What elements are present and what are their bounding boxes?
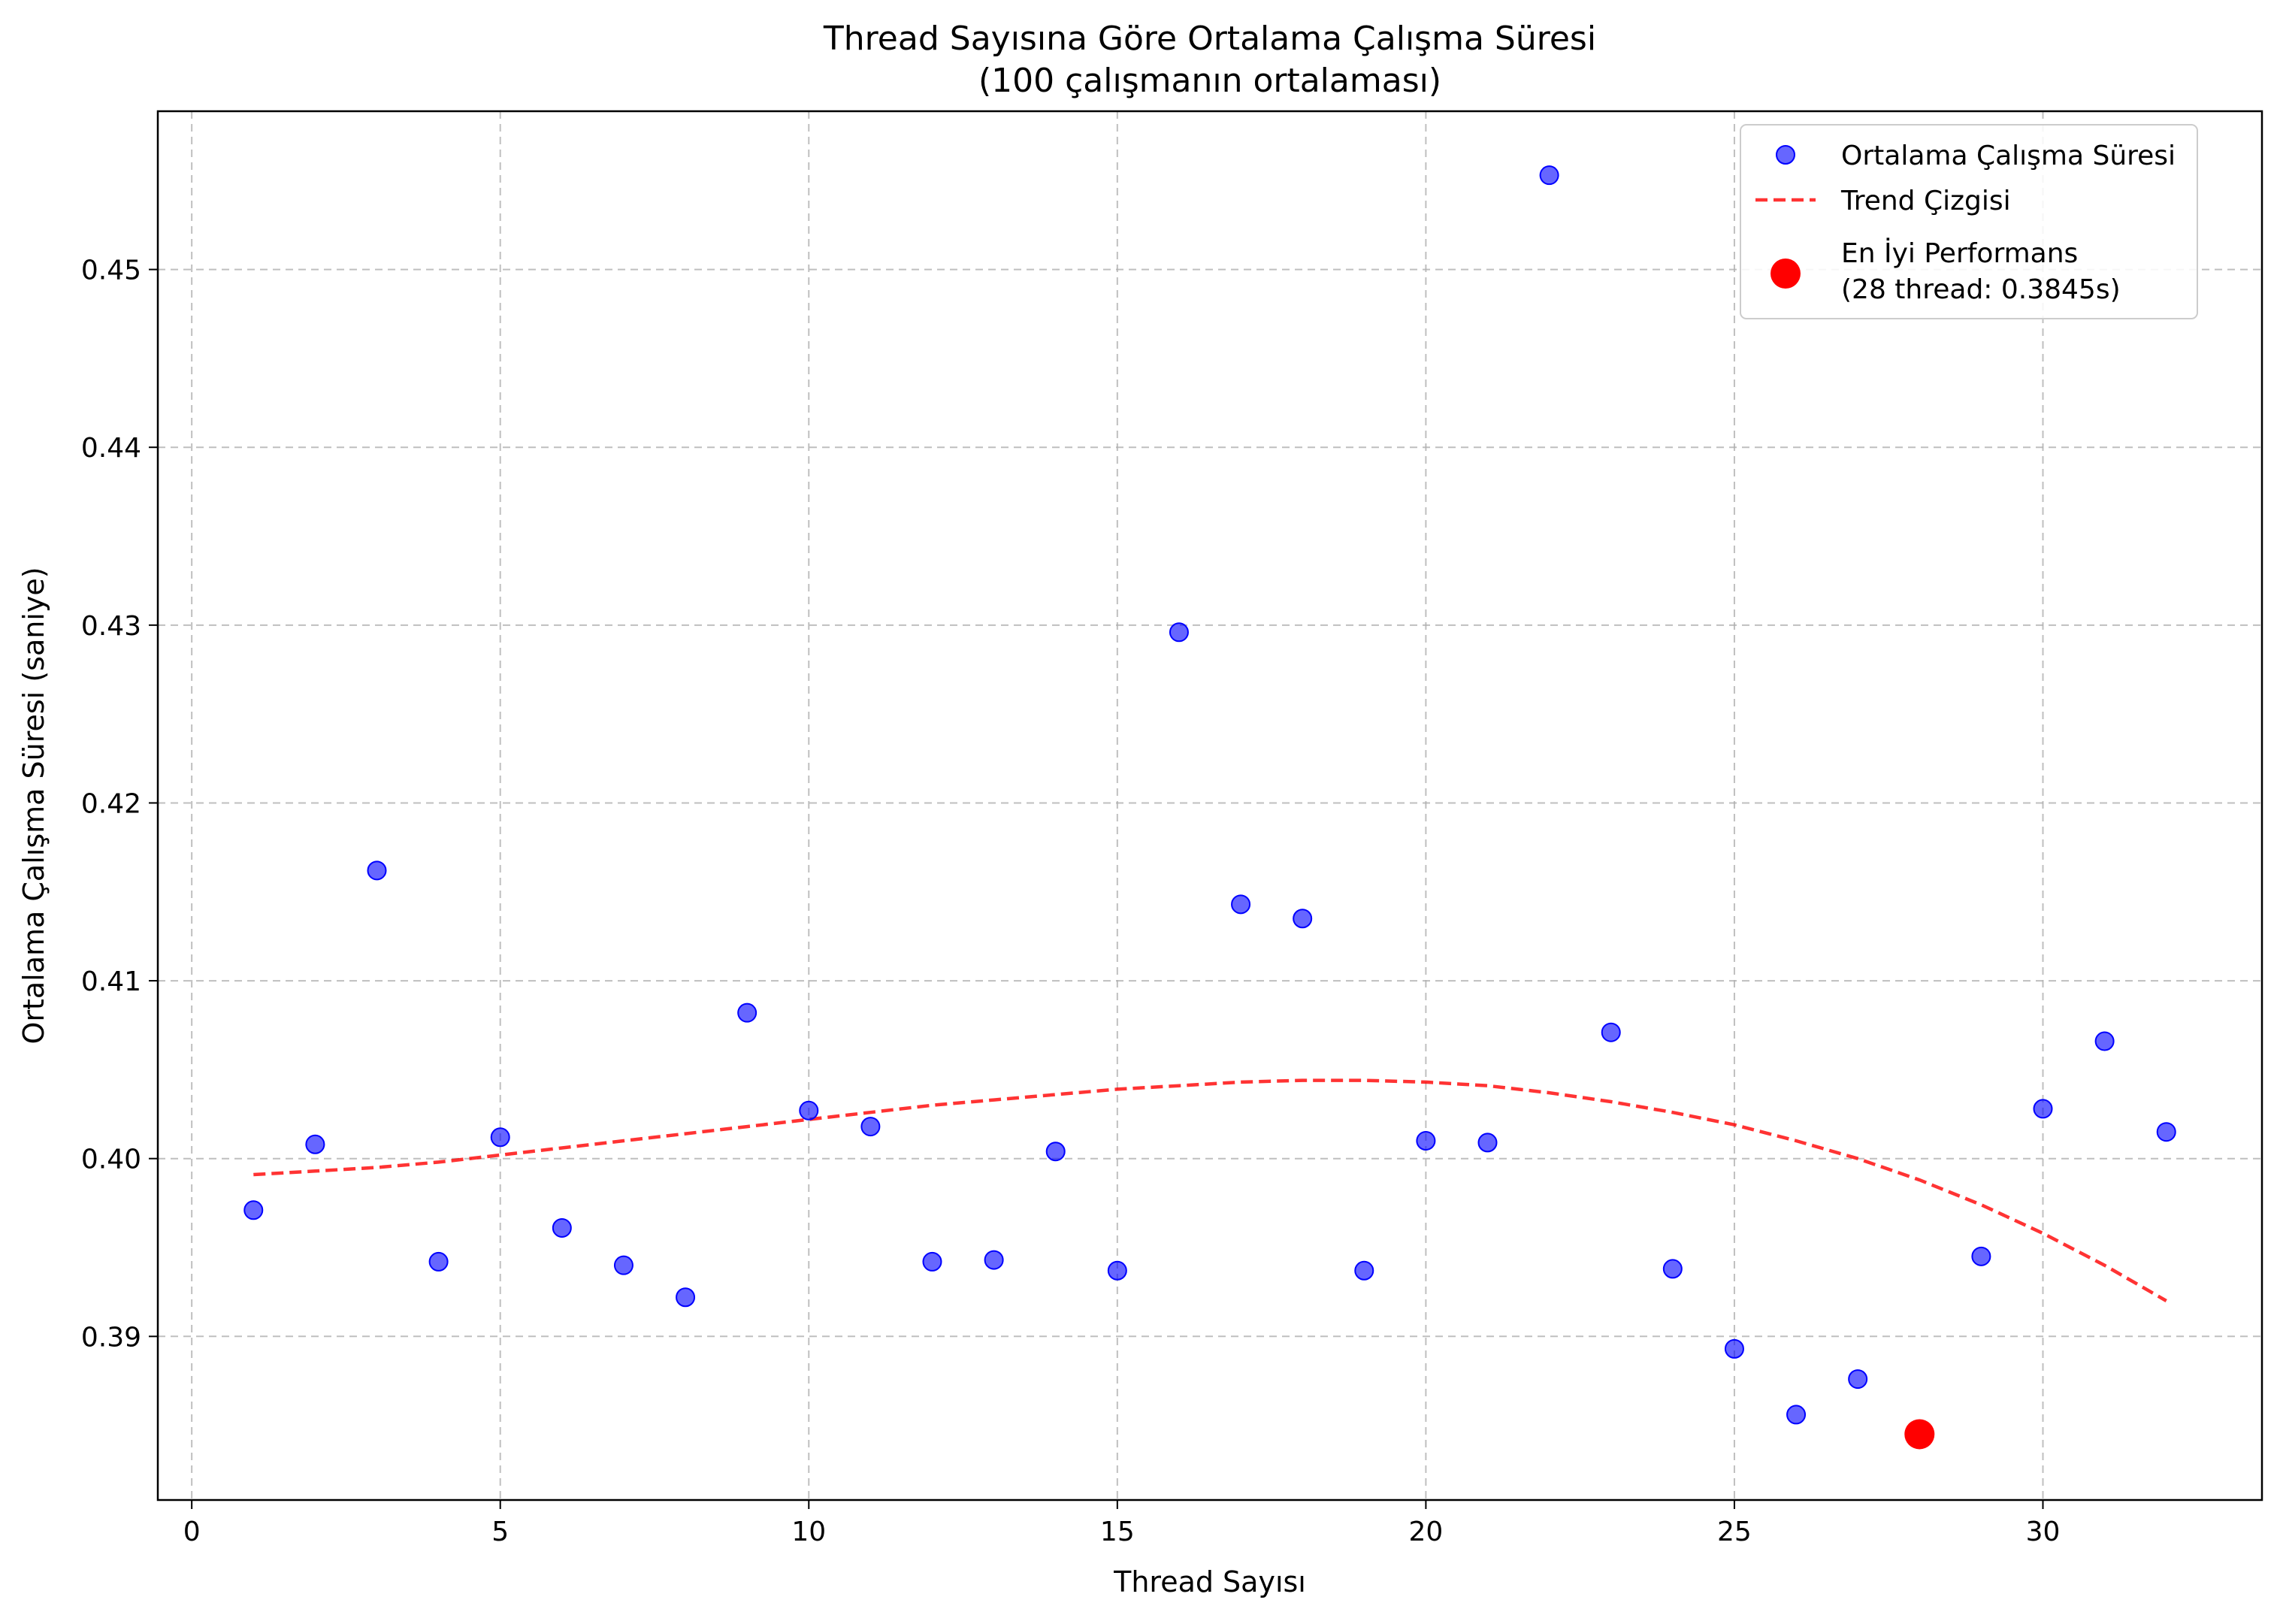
data-point — [1848, 1369, 1868, 1390]
plot-frame — [156, 110, 2263, 1502]
data-point — [243, 1200, 264, 1220]
data-point — [1354, 1260, 1374, 1281]
x-axis-ticks: 0 5 10 15 20 25 30 — [183, 1500, 2061, 1547]
data-point — [613, 1255, 634, 1275]
legend-best-marker — [1770, 259, 1801, 289]
data-point — [367, 860, 387, 881]
y-tick-label: 0.39 — [81, 1322, 141, 1353]
trend-line — [253, 1078, 2167, 1302]
data-point — [676, 1287, 696, 1308]
x-tick-label: 20 — [1408, 1517, 1443, 1547]
data-point — [1169, 622, 1189, 643]
x-tick-label: 0 — [183, 1517, 201, 1547]
chart-subtitle: (100 çalışmanın ortalaması) — [978, 62, 1441, 100]
legend-box — [1740, 124, 2198, 319]
data-point — [305, 1134, 325, 1154]
data-point — [860, 1117, 881, 1137]
y-tick-label: 0.41 — [81, 966, 141, 997]
data-point — [1539, 165, 1559, 186]
x-axis-label: Thread Sayısı — [1113, 1565, 1306, 1598]
legend-scatter-marker — [1776, 145, 1795, 165]
data-point — [1416, 1131, 1436, 1151]
y-tick-label: 0.43 — [81, 611, 141, 642]
best-performance-point — [1904, 1419, 1935, 1450]
data-point — [737, 1003, 757, 1023]
data-point — [490, 1127, 510, 1148]
data-point — [1601, 1022, 1621, 1042]
data-point — [2156, 1122, 2176, 1142]
data-point — [1045, 1142, 1066, 1162]
data-point — [1293, 909, 1313, 929]
legend: Ortalama Çalışma Süresi Trend Çizgisi En… — [1740, 124, 2198, 319]
y-axis-ticks: 0.39 0.40 0.41 0.42 0.43 0.44 0.45 — [81, 256, 158, 1353]
x-tick-label: 25 — [1717, 1517, 1752, 1547]
data-point — [922, 1251, 942, 1272]
data-point — [1786, 1405, 1807, 1425]
x-tick-label: 15 — [1100, 1517, 1135, 1547]
data-point — [428, 1251, 449, 1272]
data-point — [1724, 1338, 1744, 1359]
data-point — [1107, 1260, 1127, 1281]
x-tick-label: 30 — [2026, 1517, 2061, 1547]
data-point — [1662, 1259, 1683, 1279]
best-point-layer — [1904, 1419, 1935, 1450]
scatter-points-layer — [243, 165, 2176, 1425]
y-tick-label: 0.44 — [81, 433, 141, 464]
data-point — [2033, 1099, 2053, 1119]
data-point — [1477, 1133, 1498, 1153]
trend-line-layer — [253, 1078, 2167, 1302]
legend-trend-label: Trend Çizgisi — [1840, 186, 2011, 216]
chart-title: Thread Sayısına Göre Ortalama Çalışma Sü… — [823, 20, 1596, 58]
data-point — [984, 1250, 1004, 1270]
x-tick-label: 5 — [491, 1517, 509, 1547]
data-point — [1971, 1246, 1991, 1266]
legend-scatter-label: Ortalama Çalışma Süresi — [1841, 141, 2176, 171]
data-point — [1231, 894, 1251, 915]
y-axis-label: Ortalama Çalışma Süresi (saniye) — [17, 567, 50, 1044]
legend-best-label-line1: En İyi Performans — [1841, 237, 2078, 269]
grid-layer — [158, 111, 2262, 1500]
y-tick-label: 0.40 — [81, 1145, 141, 1175]
data-point — [2094, 1031, 2115, 1051]
data-point — [552, 1217, 572, 1238]
data-point — [799, 1100, 819, 1120]
y-tick-label: 0.45 — [81, 256, 141, 286]
legend-best-label-line2: (28 thread: 0.3845s) — [1841, 274, 2121, 305]
y-tick-label: 0.42 — [81, 788, 141, 819]
x-tick-label: 10 — [791, 1517, 826, 1547]
